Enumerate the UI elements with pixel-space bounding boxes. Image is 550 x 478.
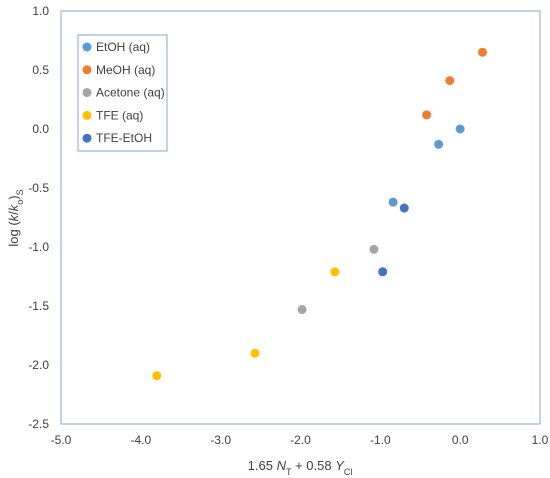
- data-point: [330, 267, 340, 277]
- y-tick-label: -0.5: [28, 181, 49, 195]
- legend-label: Acetone (aq): [96, 86, 165, 100]
- y-tick-label: 1.0: [32, 4, 49, 18]
- data-point: [478, 47, 488, 57]
- data-point: [399, 203, 409, 213]
- x-tick-label: -3.0: [210, 433, 231, 447]
- x-tick-label: 1.0: [532, 433, 549, 447]
- x-axis-title: 1.65 NT + 0.58 YCl: [248, 458, 353, 477]
- legend-marker: [82, 88, 92, 98]
- y-axis-title: log (k/ko)S: [6, 189, 25, 246]
- data-point: [369, 244, 379, 254]
- x-tick-label: -5.0: [51, 433, 72, 447]
- x-tick-labels: -5.0 -4.0 -3.0 -2.0 -1.0 0.0 1.0: [51, 433, 549, 447]
- legend-marker: [82, 110, 92, 120]
- x-tick-label: 0.0: [452, 433, 469, 447]
- data-point: [445, 76, 455, 86]
- data-point: [297, 305, 307, 315]
- y-tick-label: -1.5: [28, 299, 49, 313]
- legend-box: [77, 34, 168, 152]
- x-tick-label: -4.0: [130, 433, 151, 447]
- data-point: [422, 110, 432, 120]
- data-point: [388, 197, 398, 207]
- data-point: [378, 267, 388, 277]
- y-tick-labels: 1.0 0.5 0.0 -0.5 -1.0 -1.5 -2.0 -2.5: [28, 4, 49, 431]
- x-tick-label: -1.0: [370, 433, 391, 447]
- x-tick-label: -2.0: [290, 433, 311, 447]
- data-point: [434, 139, 444, 149]
- legend: EtOH (aq) MeOH (aq) Acetone (aq) TFE (aq) TF…: [77, 34, 168, 152]
- legend-label: EtOH (aq): [96, 40, 150, 54]
- y-tick-label: -1.0: [28, 240, 49, 254]
- data-point: [250, 348, 260, 358]
- y-tick-label: 0.0: [32, 122, 49, 136]
- legend-label: TFE (aq): [96, 108, 143, 122]
- data-points: [152, 47, 488, 381]
- legend-marker: [82, 65, 92, 75]
- legend-label: MeOH (aq): [96, 63, 155, 77]
- data-point: [152, 371, 162, 381]
- y-tick-label: 0.5: [32, 63, 49, 77]
- legend-label: TFE-EtOH: [96, 131, 152, 145]
- y-tick-label: -2.5: [28, 417, 49, 431]
- data-point: [455, 124, 465, 134]
- y-tick-label: -2.0: [28, 358, 49, 372]
- legend-marker: [82, 133, 92, 143]
- legend-marker: [82, 42, 92, 52]
